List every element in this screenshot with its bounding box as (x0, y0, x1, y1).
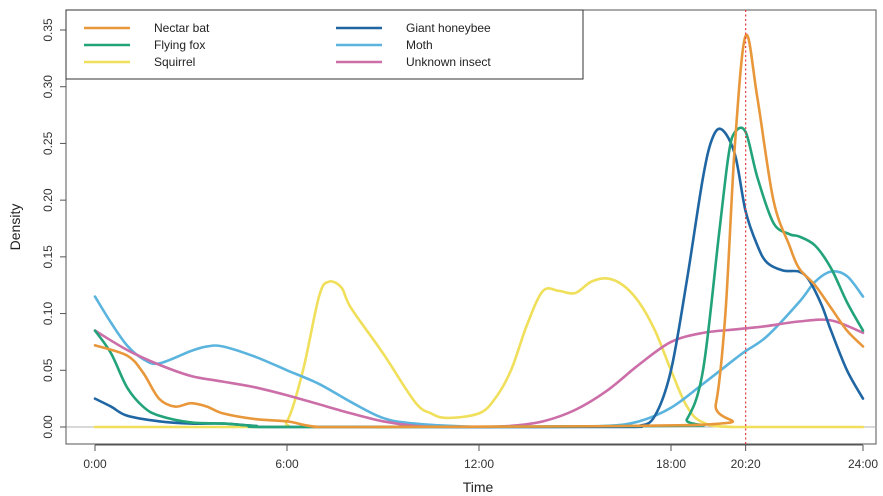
series-line-flying-fox (93, 126, 865, 429)
legend-label-squirrel: Squirrel (154, 55, 195, 69)
legend-label-unknown-insect: Unknown insect (406, 55, 491, 69)
y-tick-label: 0.00 (41, 415, 55, 439)
series-line-unknown-insect (93, 318, 865, 429)
y-tick-label: 0.20 (41, 188, 55, 212)
legend: Nectar bat Flying fox Squirrel Giant honeyb… (65, 9, 584, 80)
series-line-nectar-bat (93, 33, 865, 429)
x-axis: 0:00 6:00 12:00 18:00 20:20 24:00 (83, 444, 878, 471)
series-line-squirrel (93, 276, 865, 429)
y-tick-label: 0.05 (41, 358, 55, 382)
legend-label-flying-fox: Flying fox (154, 38, 205, 52)
x-tick-label: 24:00 (848, 457, 878, 471)
legend-label-moth: Moth (406, 38, 433, 52)
x-tick-label: 18:00 (656, 457, 686, 471)
y-tick-label: 0.25 (41, 131, 55, 155)
y-axis: 0.00 0.05 0.10 0.15 0.20 0.25 0.30 0.35 (41, 18, 67, 439)
series-layer (93, 33, 865, 429)
series-line-moth (93, 270, 865, 429)
legend-label-giant-honeybee: Giant honeybee (406, 21, 491, 35)
x-tick-label: 0:00 (83, 457, 107, 471)
x-tick-label: 20:20 (731, 457, 761, 471)
y-tick-label: 0.10 (41, 302, 55, 326)
x-tick-label: 6:00 (275, 457, 299, 471)
x-axis-title: Time (463, 479, 494, 495)
x-tick-label: 12:00 (464, 457, 494, 471)
y-tick-label: 0.15 (41, 245, 55, 269)
legend-label-nectar-bat: Nectar bat (154, 21, 210, 35)
y-tick-label: 0.30 (41, 75, 55, 99)
legend-box (65, 9, 584, 80)
y-tick-label: 0.35 (41, 18, 55, 42)
series-line-giant-honeybee (93, 127, 865, 429)
y-axis-title: Density (7, 204, 23, 251)
